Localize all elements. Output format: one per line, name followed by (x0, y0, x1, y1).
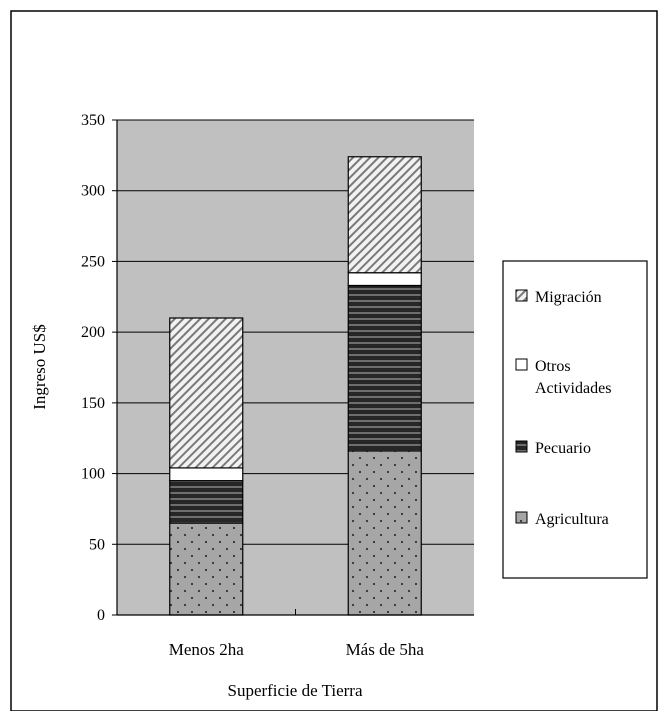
bar-otros-actividades-menos-2ha (169, 467, 244, 482)
y-tick-label-50: 50 (89, 536, 105, 553)
category-label-mas-de-5ha: Más de 5ha (346, 640, 425, 659)
bar-otros-actividades-mas-de-5ha (347, 272, 422, 287)
x-axis-title: Superficie de Tierra (227, 681, 362, 700)
legend-label-agricultura: Agricultura (535, 511, 609, 528)
y-tick-label-300: 300 (81, 183, 105, 200)
y-tick-label-100: 100 (81, 466, 105, 483)
legend-box (502, 260, 648, 579)
legend-label-pecuario: Pecuario (535, 440, 591, 457)
y-tick-label-250: 250 (81, 253, 105, 270)
legend-label-otros-actividades: Otros Actividades (535, 358, 611, 397)
y-tick-label-150: 150 (81, 395, 105, 412)
y-tick-labels: 0 50 100 150 200 250 300 350 (81, 112, 105, 624)
legend-swatch-pecuario (515, 440, 528, 453)
bar-pecuario-mas-de-5ha (347, 284, 422, 452)
category-label-menos-2ha: Menos 2ha (169, 640, 245, 659)
bars (169, 156, 422, 616)
bar-agricultura-menos-2ha (169, 522, 244, 616)
legend-swatch-agricultura (515, 511, 528, 524)
y-tick-label-350: 350 (81, 112, 105, 129)
axes (112, 119, 474, 616)
bar-migracion-mas-de-5ha (347, 156, 422, 274)
y-axis-title: Ingreso US$ (30, 324, 49, 409)
bar-migracion-menos-2ha (169, 317, 244, 469)
legend: Migración Otros Actividades Pecuario Agricul… (515, 289, 611, 528)
bar-agricultura-mas-de-5ha (347, 450, 422, 616)
x-category-labels: Menos 2ha Más de 5ha (169, 640, 425, 659)
y-tick-label-200: 200 (81, 324, 105, 341)
legend-label-migracion: Migración (535, 289, 602, 306)
bar-pecuario-menos-2ha (169, 480, 244, 524)
legend-swatch-otros-actividades (515, 358, 528, 371)
legend-swatch-migracion (515, 289, 528, 302)
y-tick-label-0: 0 (97, 607, 105, 624)
